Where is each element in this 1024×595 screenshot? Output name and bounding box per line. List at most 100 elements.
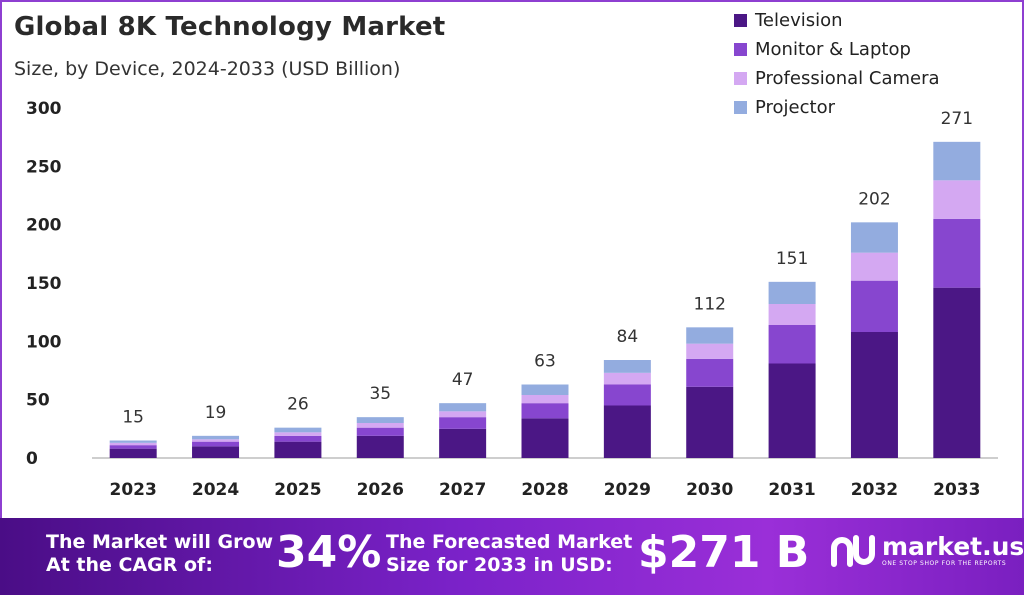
cagr-label-line2: At the CAGR of: [46,554,213,576]
bar-segment-projector-2027 [439,403,487,412]
y-tick-label: 250 [26,157,62,177]
bar-total-label: 202 [858,189,890,209]
bar-segment-television-2028 [521,418,569,458]
bar-segment-projector-2028 [521,384,569,395]
x-tick-label: 2024 [192,480,239,500]
bar-segment-television-2030 [686,386,734,458]
legend-label-professional-camera: Professional Camera [755,68,940,89]
bar-segment-television-2023 [109,448,157,458]
bar-segment-projector-2026 [356,417,404,423]
bar-segment-monitor-laptop-2033 [933,218,981,288]
cagr-label-line1: The Market will Grow [46,531,274,553]
legend-swatch-projector [734,101,747,114]
forecast-label-line1: The Forecasted Market [386,531,633,553]
bar-segment-television-2029 [603,405,651,458]
y-tick-label: 200 [26,216,62,236]
bar-segment-professional-camera-2024 [192,439,240,442]
bar-segment-professional-camera-2029 [603,372,651,385]
y-tick-label: 0 [26,449,38,469]
brand-name: market.us [882,532,1024,561]
market-us-logo-icon [831,535,875,567]
cagr-value: 34% [276,527,382,578]
x-tick-label: 2026 [357,480,404,500]
legend-item-projector: Projector [734,93,940,122]
y-tick-label: 300 [26,99,62,119]
summary-banner: The Market will Grow At the CAGR of: 34%… [0,518,1024,595]
bar-segment-monitor-laptop-2027 [439,417,487,429]
bar-segment-monitor-laptop-2032 [850,280,898,332]
chart-subtitle: Size, by Device, 2024-2033 (USD Billion) [14,58,401,80]
brand-tagline: ONE STOP SHOP FOR THE REPORTS [882,560,1007,567]
x-tick-label: 2023 [110,480,157,500]
bar-segment-television-2033 [933,287,981,458]
bar-total-label: 271 [941,109,973,129]
legend: Television Monitor & Laptop Professional… [734,6,940,122]
bar-total-label: 15 [122,408,144,428]
bar-segment-professional-camera-2033 [933,180,981,219]
bar-segment-professional-camera-2028 [521,395,569,404]
bar-segment-television-2025 [274,441,322,458]
x-tick-label: 2025 [274,480,321,500]
bar-segment-television-2024 [192,446,240,458]
chart-title: Global 8K Technology Market [14,12,446,42]
y-tick-label: 150 [26,274,62,294]
legend-item-professional-camera: Professional Camera [734,64,940,93]
bar-segment-television-2031 [768,363,816,458]
bar-segment-projector-2032 [850,222,898,253]
bar-total-label: 112 [694,294,726,314]
bar-segment-projector-2024 [192,435,240,440]
bar-total-label: 151 [776,249,808,269]
bar-total-label: 26 [287,395,309,415]
x-tick-label: 2028 [521,480,568,500]
brand-logo: market.us ONE STOP SHOP FOR THE REPORTS [830,534,1024,568]
bar-segment-monitor-laptop-2024 [192,441,240,447]
bar-segment-television-2027 [439,428,487,458]
bar-segment-projector-2033 [933,141,981,181]
bar-segment-professional-camera-2025 [274,432,322,436]
y-tick-label: 50 [26,391,50,411]
bar-chart: 0 50 100 150 200 250 300 15 2023 19 2024 26 2025 35 20… [26,99,998,500]
x-tick-label: 2031 [768,480,815,500]
bar-segment-television-2026 [356,435,404,458]
bar-total-label: 47 [452,370,474,390]
legend-swatch-monitor-laptop [734,43,747,56]
x-tick-label: 2027 [439,480,486,500]
bar-segment-projector-2030 [686,327,734,344]
bar-segment-monitor-laptop-2023 [109,445,157,449]
legend-swatch-professional-camera [734,72,747,85]
bar-segment-professional-camera-2023 [109,442,157,446]
legend-swatch-television [734,14,747,27]
bar-segment-professional-camera-2030 [686,343,734,359]
x-tick-label: 2033 [933,480,980,500]
x-tick-label: 2029 [604,480,651,500]
x-tick-label: 2030 [686,480,733,500]
bar-segment-projector-2025 [274,427,322,433]
bar-segment-television-2032 [850,332,898,458]
bar-segment-projector-2031 [768,281,816,304]
legend-label-monitor-laptop: Monitor & Laptop [755,39,911,60]
bar-segment-monitor-laptop-2029 [603,384,651,406]
forecast-label-line2: Size for 2033 in USD: [386,554,613,576]
bar-segment-monitor-laptop-2028 [521,403,569,419]
legend-item-television: Television [734,6,940,35]
y-tick-label: 100 [26,332,62,352]
forecast-value: $271 B [638,527,810,578]
bar-total-label: 84 [617,327,639,347]
bar-segment-monitor-laptop-2026 [356,427,404,436]
bar-segment-professional-camera-2026 [356,423,404,428]
bar-segment-professional-camera-2027 [439,411,487,418]
bar-segment-projector-2023 [109,440,157,443]
bar-segment-professional-camera-2032 [850,252,898,281]
bar-segment-monitor-laptop-2025 [274,435,322,442]
bar-segment-monitor-laptop-2030 [686,358,734,387]
x-tick-label: 2032 [851,480,898,500]
bar-total-label: 35 [369,384,391,404]
legend-item-monitor-laptop: Monitor & Laptop [734,35,940,64]
bar-segment-professional-camera-2031 [768,304,816,325]
bar-total-label: 63 [534,352,556,372]
bar-segment-projector-2029 [603,360,651,373]
legend-label-projector: Projector [755,97,835,118]
bar-total-label: 19 [205,403,227,423]
legend-label-television: Television [755,10,843,31]
bar-segment-monitor-laptop-2031 [768,325,816,364]
